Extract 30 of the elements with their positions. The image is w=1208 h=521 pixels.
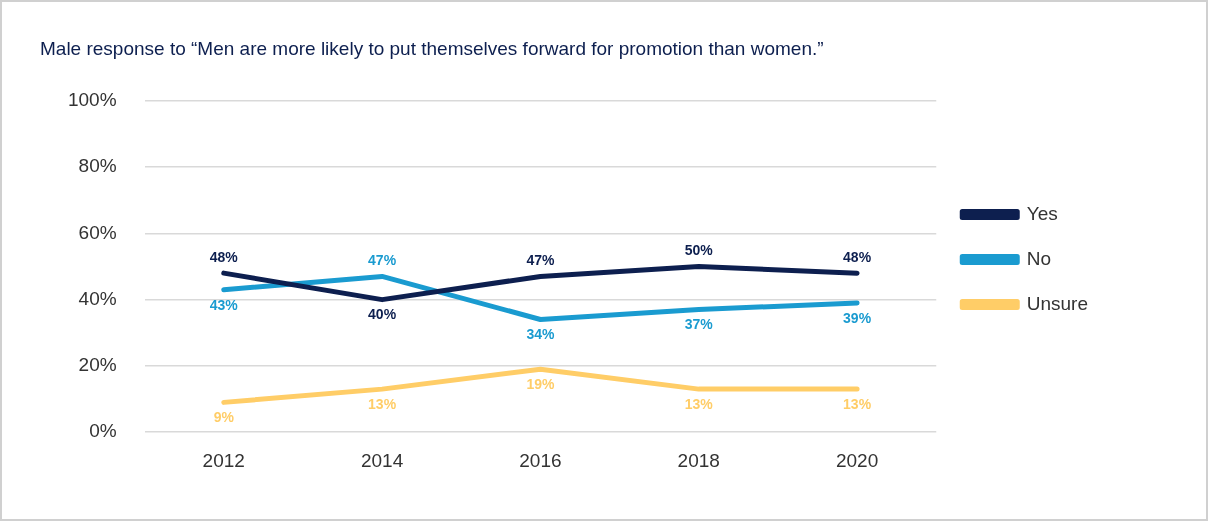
data-label: 48% [209,248,239,265]
x-tick-label: 2020 [835,449,879,471]
data-label: 50% [684,242,714,259]
y-tick-label: 60% [78,221,117,243]
y-tick-label: 40% [78,287,117,309]
data-label: 19% [526,376,555,393]
data-label: 13% [684,395,714,412]
legend-label: Unsure [1026,292,1088,314]
data-label: 13% [843,395,872,412]
legend-label: Yes [1026,202,1058,224]
y-tick-label: 0% [89,420,117,442]
data-label: 40% [368,306,397,323]
x-tick-label: 2012 [202,449,245,471]
chart-title: Male response to “Men are more likely to put themselves forward for promotion than women.” [40,37,824,59]
data-label: 47% [368,252,397,269]
y-tick-label: 80% [78,155,117,177]
legend-label: No [1026,247,1052,269]
y-tick-label: 20% [78,354,117,376]
data-label: 13% [368,395,397,412]
y-tick-label: 100% [67,89,117,111]
x-tick-label: 2018 [677,449,720,471]
x-tick-label: 2016 [519,449,562,471]
data-label: 48% [843,248,872,265]
x-tick-label: 2014 [360,449,404,471]
data-label: 39% [843,309,872,326]
data-label: 34% [526,326,555,343]
data-label: 37% [684,316,714,333]
data-label: 47% [526,252,555,269]
data-label: 43% [209,296,239,313]
data-label: 9% [213,409,235,426]
